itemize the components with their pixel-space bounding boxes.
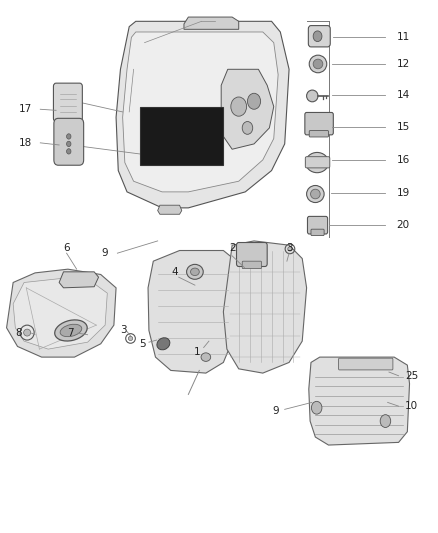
Ellipse shape xyxy=(313,59,323,69)
Text: 1: 1 xyxy=(194,347,201,357)
Text: 20: 20 xyxy=(396,220,410,230)
Circle shape xyxy=(242,122,253,134)
FancyBboxPatch shape xyxy=(309,131,328,137)
Polygon shape xyxy=(184,17,239,29)
Polygon shape xyxy=(123,32,278,192)
Text: 17: 17 xyxy=(19,104,32,114)
Text: 14: 14 xyxy=(396,90,410,100)
Text: 7: 7 xyxy=(67,328,74,338)
Circle shape xyxy=(380,415,391,427)
Ellipse shape xyxy=(191,268,199,276)
Circle shape xyxy=(67,141,71,147)
Text: 6: 6 xyxy=(63,243,70,253)
FancyBboxPatch shape xyxy=(308,26,330,47)
Text: 5: 5 xyxy=(139,339,146,349)
Text: 18: 18 xyxy=(19,138,32,148)
Text: 4: 4 xyxy=(172,267,179,277)
FancyBboxPatch shape xyxy=(305,112,333,135)
FancyBboxPatch shape xyxy=(305,157,330,168)
Ellipse shape xyxy=(187,264,203,279)
Circle shape xyxy=(67,149,71,154)
Text: 8: 8 xyxy=(15,328,22,338)
Circle shape xyxy=(313,31,322,42)
Polygon shape xyxy=(7,269,116,357)
Ellipse shape xyxy=(309,55,327,73)
FancyBboxPatch shape xyxy=(53,83,82,122)
Polygon shape xyxy=(309,357,410,445)
Ellipse shape xyxy=(157,338,170,350)
Polygon shape xyxy=(13,278,107,349)
Text: 19: 19 xyxy=(396,188,410,198)
Text: 12: 12 xyxy=(396,59,410,69)
Text: 9: 9 xyxy=(272,407,279,416)
Text: 16: 16 xyxy=(396,155,410,165)
Polygon shape xyxy=(158,205,182,214)
Ellipse shape xyxy=(288,247,292,251)
Text: 10: 10 xyxy=(405,401,418,411)
Circle shape xyxy=(231,97,247,116)
Text: 11: 11 xyxy=(396,33,410,42)
Ellipse shape xyxy=(24,329,31,336)
Polygon shape xyxy=(223,241,307,373)
Text: 2: 2 xyxy=(229,243,236,253)
FancyBboxPatch shape xyxy=(307,216,328,234)
Text: 3: 3 xyxy=(120,326,127,335)
Ellipse shape xyxy=(306,152,328,173)
Circle shape xyxy=(67,134,71,139)
Ellipse shape xyxy=(307,90,318,102)
Text: 9: 9 xyxy=(102,248,109,258)
Ellipse shape xyxy=(307,185,324,203)
Text: 3: 3 xyxy=(286,243,293,253)
Ellipse shape xyxy=(60,324,82,337)
Circle shape xyxy=(247,93,261,109)
Polygon shape xyxy=(116,21,289,208)
FancyBboxPatch shape xyxy=(311,229,324,236)
Ellipse shape xyxy=(55,320,87,341)
Circle shape xyxy=(311,401,322,414)
Ellipse shape xyxy=(201,353,211,361)
Text: 25: 25 xyxy=(405,371,418,381)
Polygon shape xyxy=(148,251,239,373)
Polygon shape xyxy=(59,272,99,288)
FancyBboxPatch shape xyxy=(54,118,84,165)
Polygon shape xyxy=(221,69,274,149)
Text: 15: 15 xyxy=(396,122,410,132)
Bar xyxy=(140,107,223,165)
Ellipse shape xyxy=(128,336,133,341)
FancyBboxPatch shape xyxy=(339,358,393,370)
Ellipse shape xyxy=(311,189,320,199)
FancyBboxPatch shape xyxy=(242,261,261,269)
FancyBboxPatch shape xyxy=(237,243,267,266)
